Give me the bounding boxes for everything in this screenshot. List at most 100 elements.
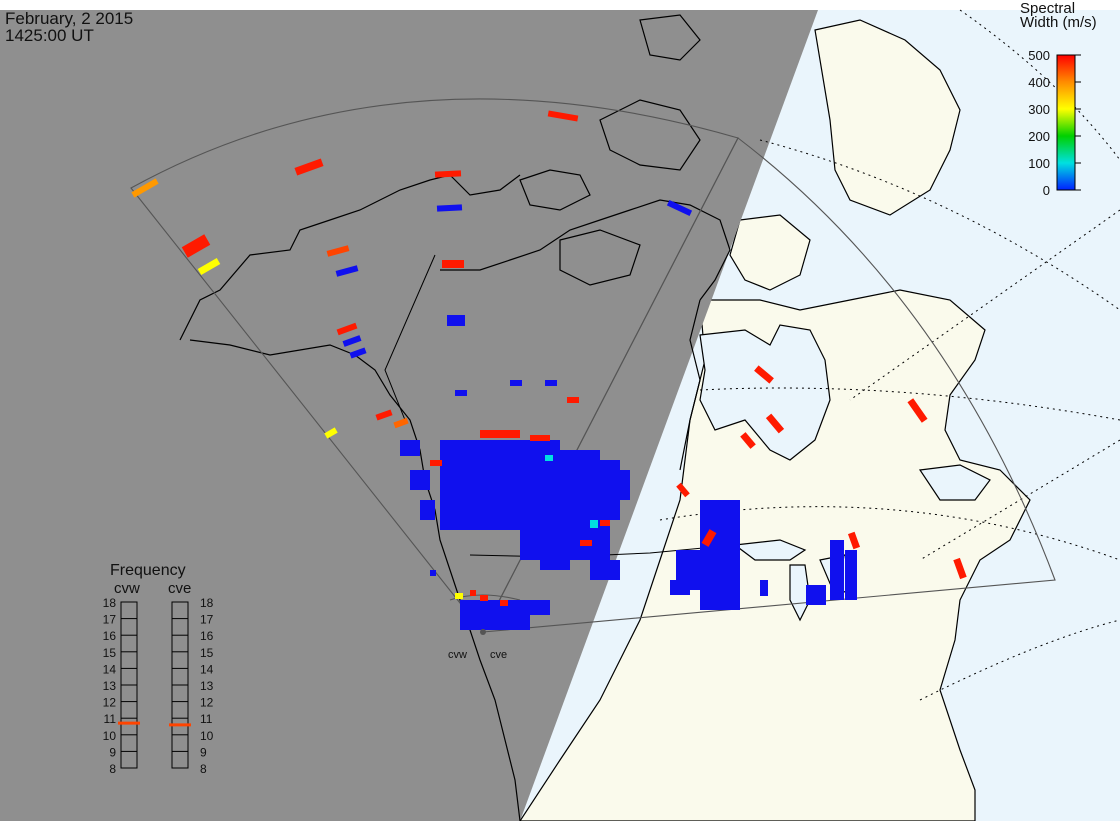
frequency-tick-left: 9 (109, 745, 116, 759)
frequency-tick-left: 16 (103, 629, 117, 643)
frequency-radar-cvw: cvw (114, 580, 140, 597)
radar-echo-cell (500, 600, 508, 606)
radar-echo-cell (442, 260, 464, 268)
radar-echo-cell (530, 435, 550, 441)
frequency-tick-left: 18 (103, 596, 117, 610)
station-label-cve: cve (490, 649, 507, 661)
arctic-islands-3 (559, 229, 641, 286)
frequency-tick-right: 11 (200, 712, 213, 726)
arctic-islands-4 (639, 14, 701, 61)
radar-echo-cell (460, 500, 510, 530)
frequency-tick-left: 17 (103, 613, 117, 627)
colorbar-tick-label: 0 (1043, 183, 1050, 198)
frequency-tick-right: 15 (200, 646, 214, 660)
coast-arctic (440, 199, 731, 301)
radar-echo-cell (510, 380, 522, 386)
frequency-title: Frequency (110, 562, 186, 579)
radar-echoes (131, 110, 967, 630)
radar-echo-cell (580, 540, 592, 546)
radar-echo-cell (324, 427, 338, 439)
radar-echo-cell (754, 365, 774, 384)
radar-echo-cell (455, 593, 463, 599)
inland-water (699, 324, 991, 622)
frequency-tick-right: 12 (200, 696, 214, 710)
lat-circle-5 (919, 619, 1120, 701)
radar-echo-cell (342, 335, 362, 347)
land-baffin (729, 214, 811, 291)
frequency-tick-right: 10 (200, 729, 214, 743)
radar-echo-cell (545, 455, 553, 461)
border-alaska-canada (384, 254, 436, 421)
lon-line-1 (849, 209, 1120, 401)
lat-circle-4 (659, 506, 1120, 561)
land-greenland (814, 19, 961, 216)
colorbar-gradient (1056, 54, 1076, 191)
radar-echo-cell (765, 413, 785, 434)
radar-echo-cell (600, 470, 630, 500)
colorbar-tick-label: 500 (1028, 48, 1050, 63)
radar-echo-cell (545, 380, 557, 386)
radar-echo-cell (806, 585, 826, 605)
frequency-tick-left: 14 (103, 662, 117, 676)
radar-echo-cell (400, 440, 420, 456)
radar-echo-cell (760, 580, 768, 596)
lat-circle-3 (699, 387, 1120, 421)
radar-echo-cell (740, 432, 756, 449)
frequency-tick-right: 17 (200, 613, 214, 627)
radar-echo-cell (460, 600, 505, 630)
radar-echo-cell (847, 531, 861, 550)
arctic-islands-1 (519, 169, 591, 211)
colorbar-title-1: Spectral (1020, 0, 1075, 17)
frequency-bars: 18 18 17 17 16 16 15 15 14 14 13 13 12 12 11 11 10 10 9 9 8 8 (103, 596, 214, 776)
coast-hudson-west (679, 299, 701, 471)
frequency-radar-cve: cve (168, 580, 191, 597)
radar-echo-cell (845, 550, 857, 600)
radar-echo-cell (480, 595, 488, 601)
radar-echo-cell (480, 430, 520, 438)
radar-echo-cell (700, 500, 740, 610)
radar-echo-cell (470, 590, 476, 596)
colorbar-tick-label: 200 (1028, 129, 1050, 144)
radar-echo-cell (436, 204, 463, 212)
colorbar-tick-label: 100 (1028, 156, 1050, 171)
radar-echo-cell (375, 409, 393, 421)
colorbar-ticks: 500 400 300 200 100 0 (1028, 48, 1081, 198)
radar-echo-cell (335, 265, 359, 277)
frequency-tick-left: 15 (103, 646, 117, 660)
radar-echo-cell (430, 570, 436, 576)
date-label: February, 2 2015 (5, 9, 134, 28)
radar-echo-cell (953, 557, 967, 580)
lake-michigan (789, 564, 811, 622)
radar-echo-cell (181, 234, 211, 258)
frequency-tick-left: 13 (103, 679, 117, 693)
gulf-st-lawrence (918, 464, 991, 501)
radar-echo-cell (393, 417, 409, 429)
radar-echo-cell (326, 245, 350, 257)
frequency-tick-right: 18 (200, 596, 214, 610)
frequency-tick-left: 12 (103, 696, 117, 710)
radar-echo-cell (447, 315, 465, 326)
station-label-cvw: cvw (448, 649, 467, 661)
frequency-tick-left: 10 (103, 729, 117, 743)
latitude-grid (659, 9, 1120, 701)
radar-echo-cell (410, 470, 430, 490)
radar-echo-cell (455, 390, 467, 396)
radar-echo-cell (540, 550, 570, 570)
colorbar-legend: Spectral Width (m/s) 500 400 300 200 100 0 (1020, 0, 1097, 198)
time-label: 1425:00 UT (5, 26, 94, 45)
radar-echo-cell (676, 482, 690, 498)
station-marker (480, 629, 486, 635)
radar-echo-cell (590, 560, 620, 580)
frequency-panel: Frequency cvw cve 18 18 17 17 16 16 15 15 14 14 13… (103, 562, 214, 776)
radar-echo-cell (420, 500, 435, 520)
coast-alaska (179, 174, 521, 341)
frequency-tick-left: 8 (109, 762, 116, 776)
fov-cvw (130, 98, 739, 633)
radar-echo-cell (701, 529, 717, 547)
frequency-tick-left: 11 (104, 712, 117, 726)
night-shade (0, 10, 818, 821)
radar-echo-cell (666, 199, 693, 217)
radar-echo-cell (600, 520, 610, 526)
radar-echo-cell (530, 600, 550, 615)
